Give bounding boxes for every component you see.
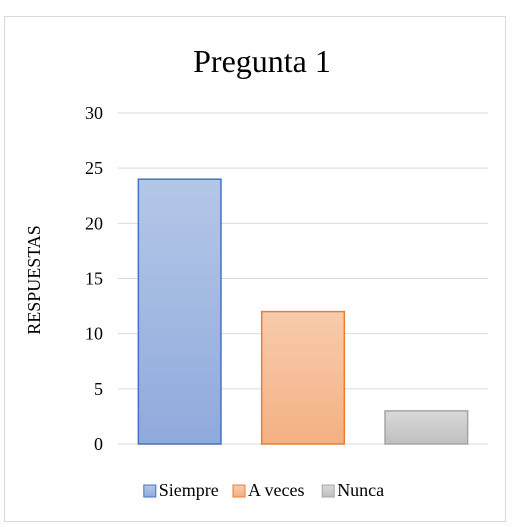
y-tick-label: 30 xyxy=(85,103,103,123)
y-tick-label: 25 xyxy=(85,158,103,178)
bar-siempre xyxy=(137,178,222,445)
bars xyxy=(137,178,469,445)
y-tick-label: 20 xyxy=(85,213,103,233)
y-tick-labels: 0 5 10 15 20 25 30 xyxy=(85,103,103,454)
legend-swatch xyxy=(143,484,157,498)
legend-label: Siempre xyxy=(159,480,219,500)
legend-label: Nunca xyxy=(337,480,384,500)
legend-swatch xyxy=(232,484,246,498)
y-tick-label: 10 xyxy=(85,324,103,344)
bar-a-veces xyxy=(260,310,346,445)
y-tick-label: 5 xyxy=(94,379,103,399)
chart-title: Pregunta 1 xyxy=(193,43,331,79)
y-tick-label: 0 xyxy=(94,434,103,454)
bar-nunca xyxy=(384,410,469,445)
legend-swatch xyxy=(321,484,335,498)
y-tick-label: 15 xyxy=(85,269,103,289)
legend: Siempre A veces Nunca xyxy=(143,480,384,500)
y-axis-label: RESPUESTAS xyxy=(24,225,44,335)
legend-label: A veces xyxy=(248,480,304,500)
